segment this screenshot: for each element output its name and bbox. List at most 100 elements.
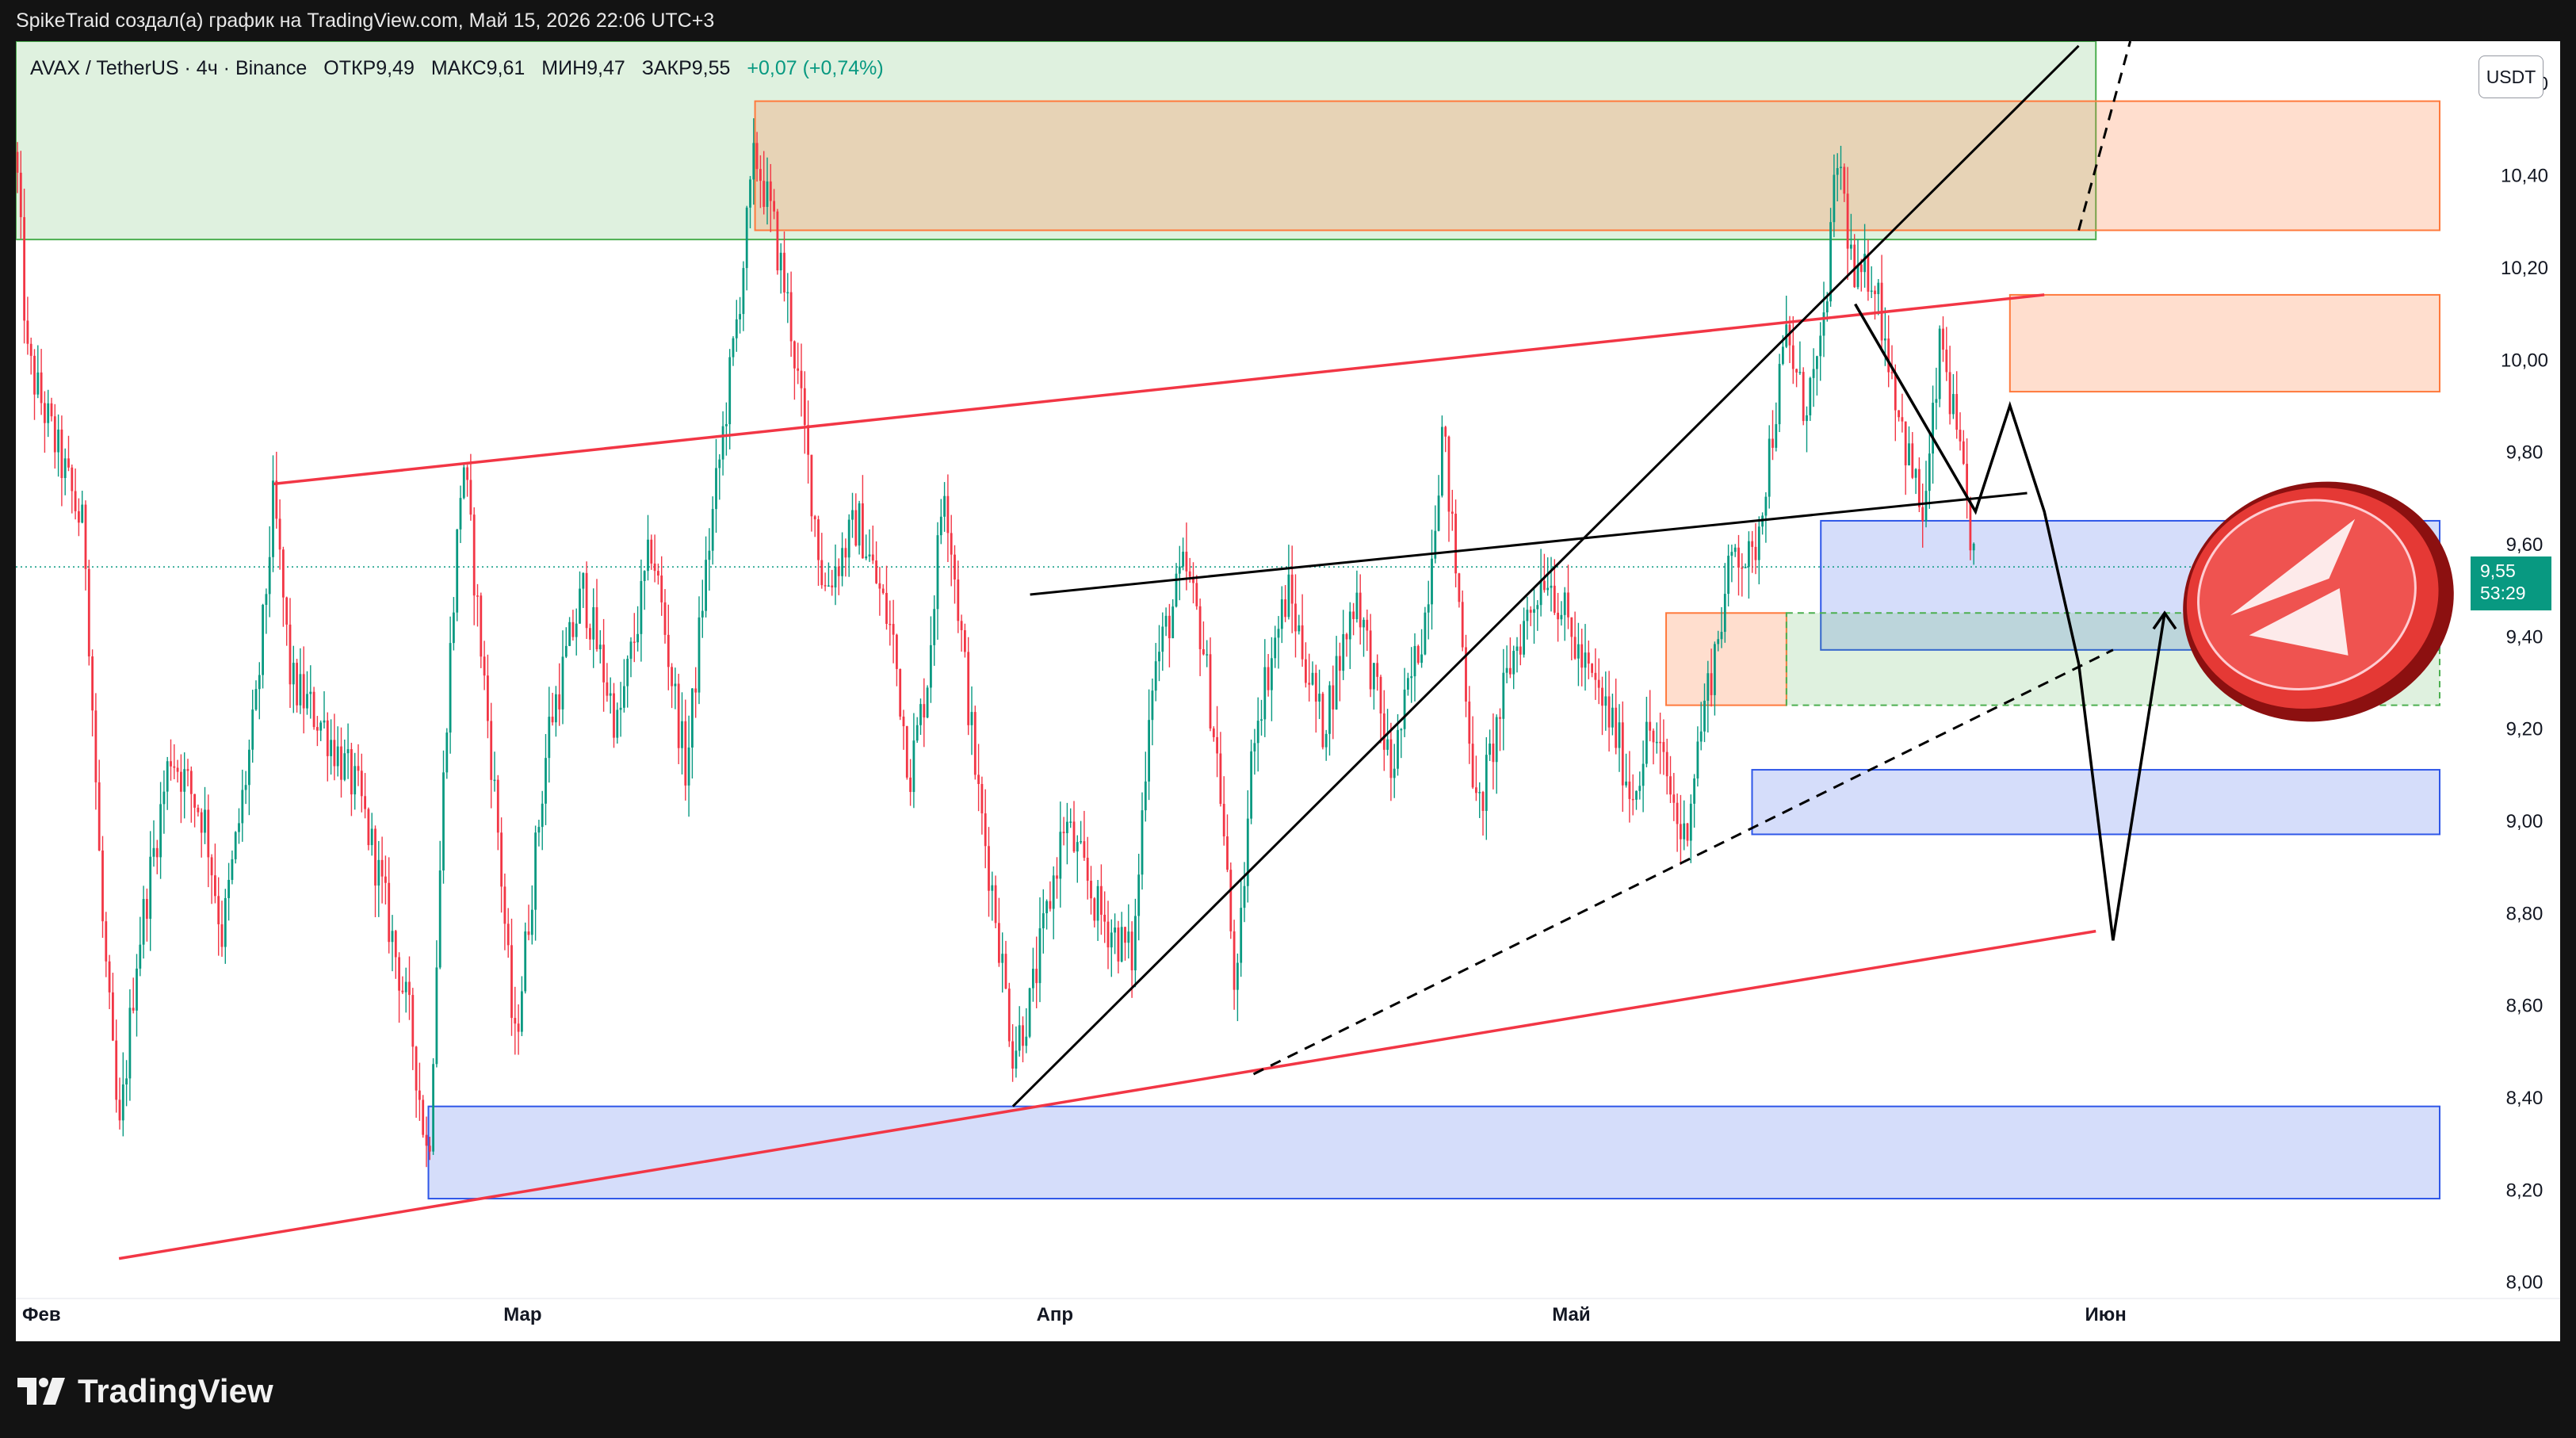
- candle-body-515: [1771, 438, 1774, 448]
- candle-body-525: [1806, 415, 1808, 422]
- candle-body-411: [1416, 645, 1420, 664]
- candle-body-562: [1932, 403, 1934, 454]
- candle-body-27: [108, 961, 111, 992]
- candlestick-chart[interactable]: 10,6010,4010,2010,009,809,609,409,209,00…: [16, 41, 2560, 1341]
- candle-body-3: [26, 320, 29, 344]
- candle-body-299: [1035, 969, 1038, 984]
- candle-body-265: [919, 704, 922, 725]
- candle-body-467: [1607, 696, 1611, 728]
- candle-body-273: [946, 495, 950, 534]
- candle-body-358: [1236, 962, 1239, 990]
- candle-body-235: [817, 519, 820, 560]
- candle-body-230: [800, 370, 803, 388]
- candle-body-136: [480, 595, 483, 657]
- candle-body-567: [1948, 372, 1951, 415]
- candle-body-276: [957, 579, 960, 621]
- candle-body-15: [67, 458, 70, 468]
- candle-body-347: [1198, 606, 1202, 649]
- candle-body-13: [60, 429, 63, 478]
- candle-body-541: [1859, 264, 1863, 273]
- candle-body-421: [1450, 511, 1454, 514]
- candle-body-130: [459, 498, 462, 530]
- candle-body-21: [87, 568, 90, 657]
- candle-body-40: [152, 847, 155, 857]
- candle-body-393: [1355, 592, 1359, 620]
- currency-unit-button[interactable]: USDT: [2479, 55, 2544, 98]
- candle-body-83: [299, 674, 302, 706]
- candle-body-342: [1182, 551, 1184, 567]
- candle-body-58: [214, 875, 216, 897]
- candle-body-133: [469, 480, 472, 515]
- candle-body-365: [1260, 719, 1263, 721]
- candle-body-363: [1253, 743, 1256, 752]
- candle-body-19: [81, 504, 84, 523]
- candle-body-212: [739, 314, 741, 319]
- candle-body-391: [1348, 611, 1351, 640]
- candle-body-177: [619, 707, 622, 710]
- time-tick-label: Мар: [503, 1304, 541, 1325]
- candle-body-266: [923, 704, 926, 718]
- candle-body-368: [1271, 658, 1273, 690]
- candle-body-286: [991, 885, 994, 891]
- candle-body-560: [1924, 491, 1928, 522]
- candle-body-145: [510, 945, 513, 1019]
- candle-body-315: [1090, 881, 1092, 899]
- candle-body-461: [1587, 652, 1590, 664]
- legend-symbol[interactable]: AVAX / TetherUS · 4ч · Binance: [30, 57, 308, 79]
- candle-body-238: [827, 585, 830, 587]
- candle-body-427: [1471, 744, 1474, 788]
- candle-body-126: [445, 732, 449, 773]
- candle-body-309: [1069, 821, 1072, 823]
- candle-body-43: [162, 791, 166, 805]
- candle-body-408: [1407, 678, 1409, 690]
- candle-body-241: [837, 566, 840, 576]
- candle-body-250: [868, 554, 871, 556]
- trendline-black-2: [1011, 44, 2080, 1107]
- candle-body-118: [419, 1090, 421, 1100]
- candle-body-138: [487, 675, 489, 721]
- candle-body-449: [1546, 587, 1550, 591]
- projection-arrowhead: [2152, 610, 2177, 630]
- candle-body-346: [1195, 583, 1198, 606]
- candle-body-42: [159, 804, 162, 858]
- candle-body-141: [496, 779, 499, 833]
- candle-body-73: [265, 594, 268, 606]
- candle-body-277: [960, 621, 963, 630]
- candle-body-102: [364, 796, 366, 809]
- candle-body-131: [462, 467, 465, 499]
- candle-body-491: [1689, 803, 1692, 841]
- tradingview-brand[interactable]: TradingView: [17, 1371, 273, 1411]
- candle-body-65: [238, 823, 240, 832]
- candle-body-511: [1757, 526, 1760, 560]
- candle-body-48: [180, 771, 182, 792]
- candle-body-429: [1478, 792, 1481, 794]
- price-tick-label: 9,40: [2506, 626, 2544, 648]
- candle-body-188: [657, 571, 659, 576]
- candle-body-270: [936, 535, 939, 610]
- candle-body-323: [1117, 927, 1120, 962]
- candle-body-296: [1025, 1036, 1028, 1046]
- candle-body-553: [1901, 417, 1904, 422]
- trendline-black-3: [1030, 491, 2028, 596]
- candle-body-352: [1216, 736, 1218, 754]
- price-tick-label: 8,20: [2506, 1180, 2544, 1201]
- chart-panel[interactable]: 10,6010,4010,2010,009,809,609,409,209,00…: [16, 41, 2560, 1341]
- time-tick-label: Июн: [2085, 1304, 2127, 1325]
- candle-body-359: [1240, 908, 1243, 963]
- candle-body-196: [684, 721, 687, 786]
- candle-body-319: [1103, 914, 1106, 922]
- candle-body-320: [1106, 921, 1110, 948]
- candle-body-476: [1638, 786, 1642, 791]
- candle-body-343: [1185, 551, 1188, 572]
- candle-body-246: [854, 510, 858, 546]
- candle-body-501: [1723, 594, 1726, 633]
- last-price-value: 9,55: [2480, 560, 2516, 581]
- candle-body-472: [1625, 781, 1627, 786]
- candle-body-279: [967, 652, 970, 725]
- candle-body-379: [1308, 683, 1311, 685]
- candle-body-381: [1314, 672, 1317, 702]
- candle-body-458: [1577, 644, 1580, 659]
- candle-body-222: [773, 201, 775, 212]
- candle-body-185: [647, 539, 649, 572]
- candle-body-509: [1751, 541, 1754, 547]
